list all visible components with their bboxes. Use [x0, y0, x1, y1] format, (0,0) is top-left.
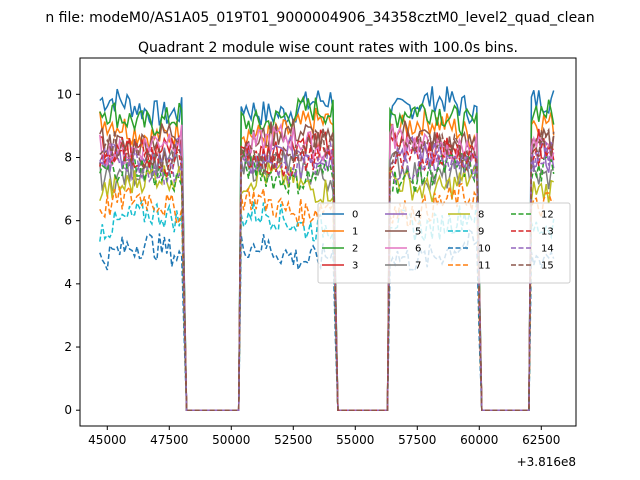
legend-label-5: 5: [415, 227, 421, 238]
x-axis-offset-label: +3.816e8: [517, 455, 576, 469]
legend-label-1: 1: [352, 227, 358, 238]
x-tick-label: 60000: [460, 433, 498, 447]
chart-title: Quadrant 2 module wise count rates with …: [138, 40, 518, 56]
legend-label-9: 9: [478, 227, 484, 238]
y-tick-label: 4: [64, 277, 72, 291]
legend-label-13: 13: [541, 227, 554, 238]
x-tick-label: 45000: [88, 433, 126, 447]
series-line-14: [99, 140, 555, 411]
x-tick-label: 55000: [336, 433, 374, 447]
legend-label-0: 0: [352, 210, 358, 221]
legend-label-8: 8: [478, 210, 484, 221]
legend-frame: [317, 202, 571, 284]
x-tick-label: 47500: [150, 433, 188, 447]
y-tick-label: 10: [57, 87, 72, 101]
legend-label-2: 2: [352, 244, 358, 255]
legend-label-3: 3: [352, 261, 358, 272]
y-tick-label: 2: [64, 340, 72, 354]
legend-label-15: 15: [541, 261, 554, 272]
y-axis: 0 2 4 6 8 10: [57, 87, 80, 417]
x-tick-label: 57500: [398, 433, 436, 447]
legend-label-10: 10: [478, 244, 491, 255]
legend-label-6: 6: [415, 244, 421, 255]
x-axis: 45000 47500 50000 52500 55000 57500 60000 62500: [88, 426, 560, 447]
legend-label-7: 7: [415, 261, 421, 272]
plot-area-frame: [79, 57, 577, 427]
figure-suptitle: n file: modeM0/AS1A05_019T01_9000004906_…: [45, 10, 594, 26]
x-tick-label: 52500: [274, 433, 312, 447]
legend-label-12: 12: [541, 210, 554, 221]
y-tick-label: 0: [64, 403, 72, 417]
y-tick-label: 8: [64, 151, 72, 165]
legend-label-14: 14: [541, 244, 554, 255]
legend-label-11: 11: [478, 261, 491, 272]
legend-label-4: 4: [415, 210, 421, 221]
x-tick-label: 50000: [212, 433, 250, 447]
y-tick-label: 6: [64, 214, 72, 228]
x-tick-label: 62500: [522, 433, 560, 447]
